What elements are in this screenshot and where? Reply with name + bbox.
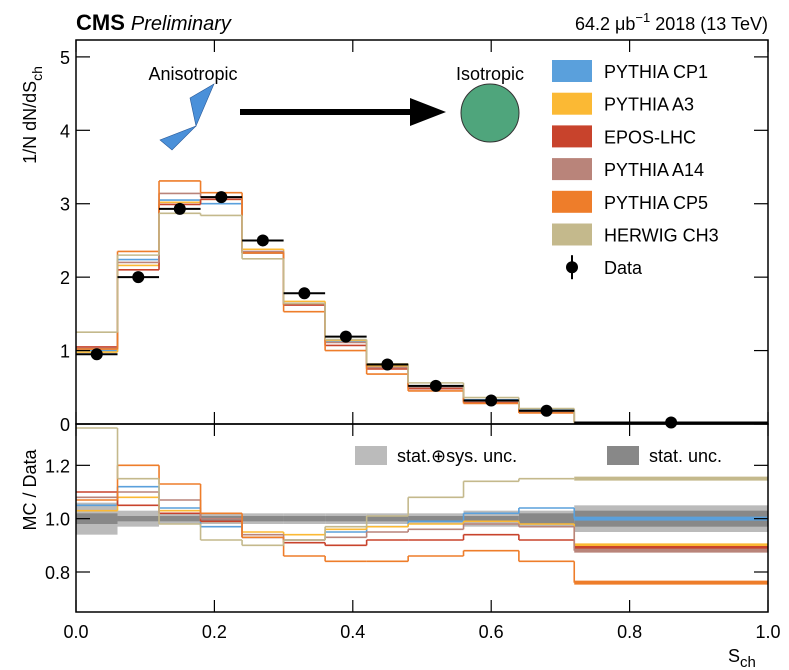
y-tick-label: 4 xyxy=(60,121,70,141)
data-point xyxy=(298,287,311,300)
lumi-rest: 2018 (13 TeV) xyxy=(655,14,768,34)
y-label-sub: ch xyxy=(29,66,45,81)
legend-marker xyxy=(566,261,578,274)
y-label-main: 1/N dN/dS xyxy=(20,81,40,164)
x-label-main: S xyxy=(728,646,740,666)
legend-swatch xyxy=(552,125,592,148)
annotation: Isotropic xyxy=(456,64,524,84)
arrow-head xyxy=(410,98,446,126)
cms-sublabel: Preliminary xyxy=(131,13,232,35)
unc-band xyxy=(463,516,519,522)
legend-label: stat. unc. xyxy=(649,446,722,466)
iso-circle xyxy=(460,83,520,143)
legend-swatch xyxy=(552,223,592,246)
data-point xyxy=(90,348,103,361)
data-point xyxy=(132,271,145,284)
legend-label: PYTHIA CP1 xyxy=(604,62,708,82)
unc-band xyxy=(159,516,201,522)
x-tick-label: 0.2 xyxy=(202,622,227,642)
data-point xyxy=(215,191,228,204)
legend-swatch xyxy=(552,158,592,181)
lumi-sup: −1 xyxy=(635,10,650,25)
x-tick-label: 1.0 xyxy=(755,622,780,642)
aniso-shape xyxy=(159,125,197,151)
x-tick-label: 0.8 xyxy=(617,622,642,642)
cms-label: CMS xyxy=(76,10,125,35)
y-tick-label: 1.0 xyxy=(45,510,70,530)
data-point xyxy=(173,202,186,215)
data-point xyxy=(429,379,442,392)
y-tick-label: 1.2 xyxy=(45,456,70,476)
data-point xyxy=(256,234,269,247)
legend-label: PYTHIA A14 xyxy=(604,160,704,180)
data-point xyxy=(665,416,678,429)
header-left: CMS Preliminary xyxy=(76,10,232,35)
unc-band xyxy=(366,516,409,522)
y-tick-label: 0 xyxy=(60,415,70,435)
legend-swatch xyxy=(607,446,639,465)
x-axis-label: Sch xyxy=(728,646,756,670)
lumi-main: 64.2 μb xyxy=(575,14,635,34)
legend-label: HERWIG CH3 xyxy=(604,226,719,246)
x-label-sub: ch xyxy=(740,654,756,670)
legend-label: EPOS-LHC xyxy=(604,127,696,147)
inset: Anisotropic Isotropic xyxy=(148,64,524,151)
legend-swatch xyxy=(552,190,592,213)
ratio-y-axis-label: MC / Data xyxy=(20,449,40,531)
legend-label: stat.⊕sys. unc. xyxy=(397,446,517,466)
legend-label: Data xyxy=(604,258,643,278)
data-point xyxy=(339,330,352,343)
unc-band xyxy=(242,516,284,522)
unc-band xyxy=(283,516,326,522)
legend-label: PYTHIA CP5 xyxy=(604,193,708,213)
y-tick-label: 5 xyxy=(60,48,70,68)
x-tick-label: 0.4 xyxy=(340,622,365,642)
x-tick-label: 0.0 xyxy=(63,622,88,642)
unc-band xyxy=(76,513,118,524)
unc-band xyxy=(117,516,160,522)
x-tick-label: 0.6 xyxy=(479,622,504,642)
lumi-label: 64.2 μb−1 2018 (13 TeV) xyxy=(575,10,768,34)
data-point xyxy=(381,358,394,371)
y-tick-label: 2 xyxy=(60,268,70,288)
unc-band xyxy=(518,513,575,524)
legend-swatch xyxy=(355,446,387,465)
y-tick-label: 1 xyxy=(60,342,70,362)
axes-frame xyxy=(75,423,769,613)
annotation: Anisotropic xyxy=(148,64,237,84)
data-point xyxy=(485,394,498,407)
aniso-shape xyxy=(189,83,215,127)
unc-band xyxy=(408,516,464,522)
legend-swatch xyxy=(552,60,592,82)
unc-band xyxy=(325,516,367,522)
y-tick-label: 3 xyxy=(60,195,70,215)
data-point xyxy=(540,404,553,417)
y-axis-label: 1/N dN/dSch xyxy=(20,66,45,164)
legend-label: PYTHIA A3 xyxy=(604,95,694,115)
legend-swatch xyxy=(552,92,592,115)
y-tick-label: 0.8 xyxy=(45,563,70,583)
